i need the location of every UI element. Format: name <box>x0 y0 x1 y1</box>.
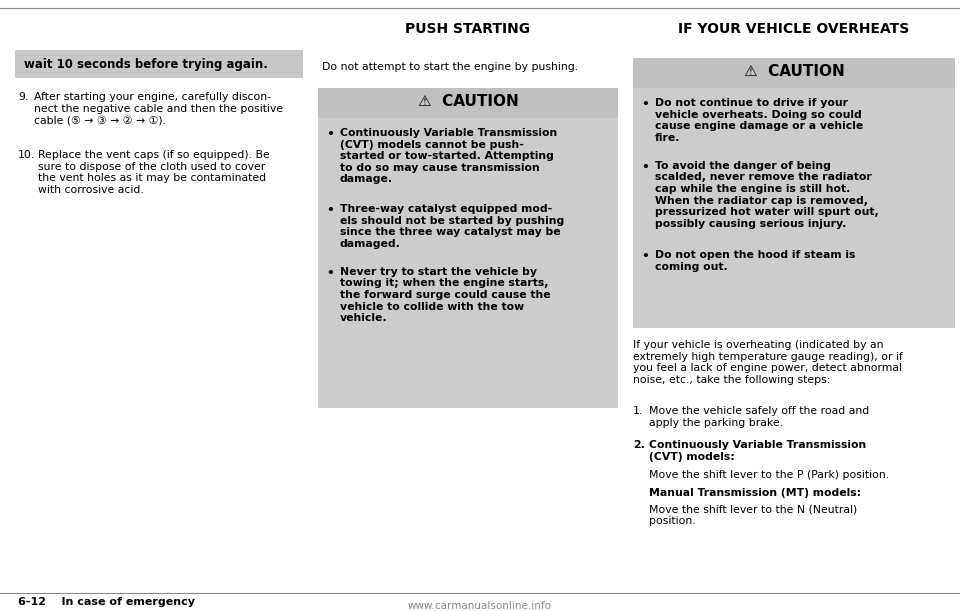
Text: Do not continue to drive if your
vehicle overheats. Doing so could
cause engine : Do not continue to drive if your vehicle… <box>655 98 863 143</box>
Text: Do not open the hood if steam is
coming out.: Do not open the hood if steam is coming … <box>655 250 855 272</box>
Bar <box>318 118 618 408</box>
Text: Continuously Variable Transmission
(CVT) models cannot be push-
started or tow-s: Continuously Variable Transmission (CVT)… <box>340 128 557 185</box>
Text: Never try to start the vehicle by
towing it; when the engine starts,
the forward: Never try to start the vehicle by towing… <box>340 267 551 323</box>
Text: If your vehicle is overheating (indicated by an
extremely high temperature gauge: If your vehicle is overheating (indicate… <box>633 340 902 385</box>
Text: Replace the vent caps (if so equipped). Be
sure to dispose of the cloth used to : Replace the vent caps (if so equipped). … <box>38 150 270 195</box>
Text: •: • <box>326 128 334 141</box>
Text: Do not attempt to start the engine by pushing.: Do not attempt to start the engine by pu… <box>322 62 578 72</box>
Text: 1.: 1. <box>633 406 643 416</box>
Text: 2.: 2. <box>633 440 645 450</box>
Text: Move the shift lever to the N (Neutral)
position.: Move the shift lever to the N (Neutral) … <box>649 504 857 525</box>
Text: Move the vehicle safely off the road and
apply the parking brake.: Move the vehicle safely off the road and… <box>649 406 869 428</box>
Text: PUSH STARTING: PUSH STARTING <box>405 22 531 36</box>
Text: •: • <box>326 267 334 280</box>
Text: After starting your engine, carefully discon-
nect the negative cable and then t: After starting your engine, carefully di… <box>34 92 283 125</box>
Text: 10.: 10. <box>18 150 36 160</box>
Bar <box>15 50 303 78</box>
Text: To avoid the danger of being
scalded, never remove the radiator
cap while the en: To avoid the danger of being scalded, ne… <box>655 161 878 229</box>
Text: 9.: 9. <box>18 92 28 102</box>
Text: ⚠  CAUTION: ⚠ CAUTION <box>418 94 518 109</box>
Text: •: • <box>641 161 649 174</box>
Text: IF YOUR VEHICLE OVERHEATS: IF YOUR VEHICLE OVERHEATS <box>679 22 910 36</box>
Text: •: • <box>641 98 649 111</box>
Text: Manual Transmission (MT) models:: Manual Transmission (MT) models: <box>649 488 861 498</box>
Text: wait 10 seconds before trying again.: wait 10 seconds before trying again. <box>24 58 268 71</box>
Text: ⚠  CAUTION: ⚠ CAUTION <box>744 64 845 79</box>
Bar <box>633 58 955 88</box>
Text: •: • <box>641 250 649 263</box>
Text: Move the shift lever to the P (Park) position.: Move the shift lever to the P (Park) pos… <box>649 470 889 480</box>
Text: Continuously Variable Transmission
(CVT) models:: Continuously Variable Transmission (CVT)… <box>649 440 866 461</box>
Bar <box>318 88 618 118</box>
Bar <box>633 88 955 328</box>
Text: Three-way catalyst equipped mod-
els should not be started by pushing
since the : Three-way catalyst equipped mod- els sho… <box>340 204 564 249</box>
Text: 6-12    In case of emergency: 6-12 In case of emergency <box>18 597 195 607</box>
Text: •: • <box>326 204 334 217</box>
Text: www.carmanualsonline.info: www.carmanualsonline.info <box>408 601 552 611</box>
